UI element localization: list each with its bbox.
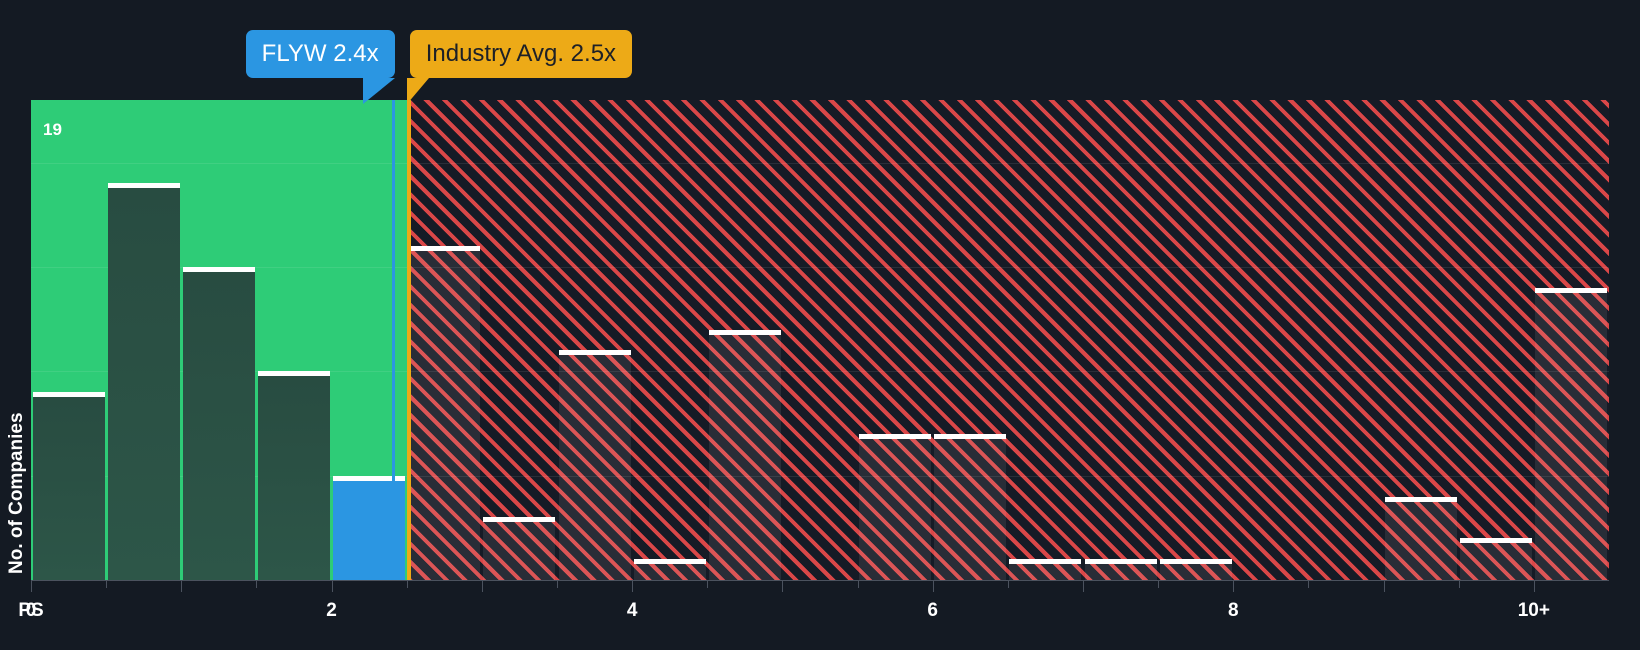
x-axis-tick-label: 0 [25, 600, 37, 621]
x-axis-minor-tick [106, 581, 108, 588]
x-axis-tick-label: 6 [927, 600, 938, 621]
bar-body [182, 271, 255, 580]
x-axis-minor-tick [1458, 581, 1460, 588]
histogram-bar[interactable] [558, 350, 631, 580]
bar-body [558, 355, 631, 580]
gridline [31, 371, 1609, 373]
x-axis-tick-label: 8 [1227, 600, 1239, 621]
bar-body [483, 522, 556, 580]
x-axis-tick [1083, 581, 1084, 592]
bar-body [859, 438, 932, 580]
x-axis-tick [1233, 581, 1235, 592]
histogram-bar[interactable] [708, 329, 781, 580]
x-axis-minor-tick [1007, 581, 1009, 588]
bar-cap [32, 392, 105, 398]
industry-avg-tooltip-tail [406, 78, 429, 104]
histogram-bar[interactable] [1009, 559, 1082, 580]
flyw-tooltip-tail [362, 78, 395, 104]
x-axis-tick [331, 581, 333, 592]
histogram-bar[interactable] [1084, 559, 1157, 580]
x-axis-minor-tick [406, 581, 408, 588]
bar-body [633, 564, 706, 580]
bar-body [408, 251, 481, 580]
bar-cap [182, 266, 255, 272]
bar-body [708, 334, 781, 580]
x-axis-tick-label: 4 [626, 600, 638, 621]
x-axis-tick [481, 581, 483, 592]
bar-cap [257, 371, 331, 377]
gridline [31, 266, 1609, 268]
x-axis-title: PS [18, 600, 44, 621]
bar-cap [1009, 559, 1082, 565]
x-axis-tick [1533, 581, 1535, 592]
x-axis-tick [181, 581, 183, 592]
x-axis-tick [782, 581, 784, 592]
gridline [31, 475, 1609, 477]
histogram-bar[interactable] [1535, 287, 1608, 580]
bar-cap [483, 517, 556, 523]
bar-body [32, 397, 105, 580]
histogram-bar[interactable] [633, 559, 706, 580]
histogram-bar[interactable] [1159, 559, 1232, 580]
y-axis-title: No. of Companies [6, 412, 27, 574]
x-axis-line [31, 580, 1609, 581]
histogram-bar[interactable] [483, 517, 556, 580]
x-axis-tick [31, 581, 32, 592]
bar-cap [1460, 538, 1533, 544]
bar-cap [107, 183, 180, 189]
histogram-bar[interactable] [257, 371, 331, 580]
bar-cap [934, 433, 1007, 439]
max-value-label: 19 [43, 120, 62, 139]
histogram-bar[interactable] [859, 433, 932, 580]
x-axis-minor-tick [1308, 581, 1310, 588]
bar-body [257, 376, 331, 580]
x-axis-tick [632, 581, 634, 592]
bar-body [1009, 564, 1082, 580]
bar-cap [408, 246, 481, 252]
bar-body [1535, 292, 1608, 580]
histogram-bar[interactable] [1460, 538, 1533, 580]
histogram-bar[interactable] [934, 433, 1007, 580]
flyw-tooltip[interactable]: FLYW 2.4x [245, 30, 395, 78]
plot-area: 19 No. of Companies [6, 100, 1609, 580]
bar-cap [859, 433, 932, 439]
bar-cap [558, 350, 631, 356]
industry-avg-tooltip[interactable]: Industry Avg. 2.5x [409, 30, 633, 78]
x-axis-tick [932, 581, 934, 592]
industry-avg-marker-line [406, 100, 411, 580]
bar-cap [1385, 496, 1458, 502]
histogram-bar[interactable] [107, 183, 180, 580]
x-axis-minor-tick [256, 581, 258, 588]
x-axis-tick-label: 2 [326, 600, 337, 621]
histogram-bar[interactable] [32, 392, 105, 580]
bar-cap [633, 559, 706, 565]
bar-cap [708, 329, 781, 335]
bar-body [1084, 564, 1157, 580]
bar-body [1385, 501, 1458, 580]
bar-cap [333, 475, 406, 481]
flyw-marker-line [391, 100, 395, 580]
bar-body [1460, 543, 1533, 580]
x-axis-minor-tick [857, 581, 859, 588]
x-axis-minor-tick [1158, 581, 1160, 588]
bar-body [934, 438, 1007, 580]
bar-cap [1084, 559, 1157, 565]
x-axis-tick-label: 10+ [1517, 600, 1550, 621]
histogram-bar[interactable] [408, 246, 481, 580]
histogram-bar[interactable] [182, 266, 255, 580]
bar-body [1159, 564, 1232, 580]
bar-cap [1535, 287, 1608, 293]
histogram-bar[interactable] [1385, 496, 1458, 580]
gridline [31, 162, 1609, 164]
bar-body [107, 188, 180, 580]
x-axis-tick [1383, 581, 1385, 592]
bar-cap [1159, 559, 1232, 565]
x-axis-minor-tick [557, 581, 558, 588]
x-axis-minor-tick [707, 581, 709, 588]
